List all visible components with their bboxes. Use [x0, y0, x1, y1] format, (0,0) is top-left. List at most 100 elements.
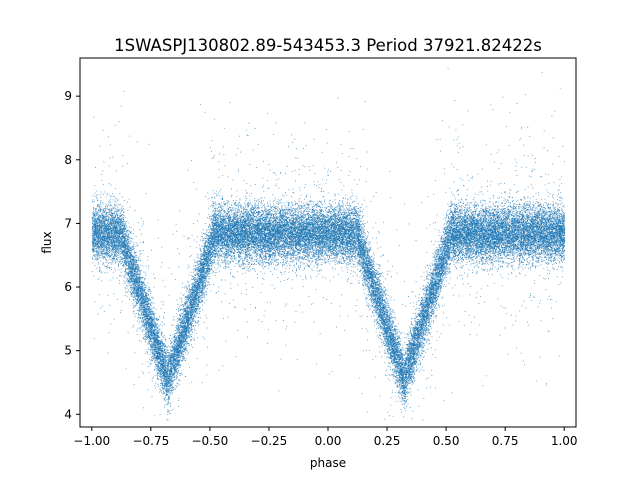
data-point [295, 180, 296, 181]
data-point [394, 317, 395, 318]
data-point [292, 189, 293, 190]
data-point [278, 254, 279, 255]
data-point [417, 314, 418, 315]
data-point [101, 272, 102, 273]
data-point [409, 388, 410, 389]
data-point [336, 255, 337, 256]
data-point [373, 262, 374, 263]
data-point [200, 248, 201, 249]
data-point [221, 202, 222, 203]
data-point [217, 245, 218, 246]
data-point [443, 313, 444, 314]
data-point [493, 203, 494, 204]
data-point [292, 208, 293, 209]
data-point [336, 327, 337, 328]
data-point [532, 251, 533, 252]
data-point [533, 187, 534, 188]
data-point [425, 303, 426, 304]
data-point [384, 336, 385, 337]
data-point [404, 337, 405, 338]
data-point [478, 303, 479, 304]
data-point [562, 198, 563, 199]
data-point [192, 321, 193, 322]
data-point [438, 305, 439, 306]
data-point [217, 256, 218, 257]
data-point [218, 264, 219, 265]
data-point [122, 206, 123, 207]
data-point [95, 211, 96, 212]
data-point [111, 252, 112, 253]
data-point [353, 251, 354, 252]
data-point [109, 211, 110, 212]
data-point [186, 306, 187, 307]
data-point [196, 283, 197, 284]
data-point [305, 277, 306, 278]
data-point [223, 203, 224, 204]
data-point [389, 354, 390, 355]
data-point [240, 213, 241, 214]
data-point [299, 261, 300, 262]
data-point [538, 266, 539, 267]
data-point [377, 318, 378, 319]
data-point [432, 279, 433, 280]
data-point [462, 180, 463, 181]
data-point [349, 259, 350, 260]
data-point [474, 215, 475, 216]
data-point [139, 258, 140, 259]
data-point [520, 225, 521, 226]
data-point [352, 193, 353, 194]
data-point [263, 259, 264, 260]
data-point [111, 196, 112, 197]
data-point [467, 202, 468, 203]
data-point [146, 329, 147, 330]
data-point [181, 298, 182, 299]
data-point [155, 375, 156, 376]
data-point [100, 257, 101, 258]
data-point [500, 205, 501, 206]
data-point [310, 215, 311, 216]
data-point [339, 244, 340, 245]
data-point [542, 211, 543, 212]
data-point [543, 253, 544, 254]
data-point [138, 257, 139, 258]
data-point [519, 273, 520, 274]
data-point [210, 220, 211, 221]
data-point [155, 387, 156, 388]
data-point [548, 228, 549, 229]
data-point [138, 313, 139, 314]
data-point [357, 244, 358, 245]
data-point [395, 336, 396, 337]
data-point [288, 219, 289, 220]
data-point [366, 288, 367, 289]
data-point [337, 217, 338, 218]
data-point [412, 328, 413, 329]
data-point [176, 377, 177, 378]
data-point [473, 260, 474, 261]
data-point [241, 258, 242, 259]
data-point [296, 255, 297, 256]
data-point [431, 318, 432, 319]
data-point [433, 223, 434, 224]
data-point [500, 261, 501, 262]
data-point [172, 376, 173, 377]
data-point [129, 207, 130, 208]
data-point [469, 294, 470, 295]
data-point [489, 207, 490, 208]
data-point [363, 239, 364, 240]
data-point [283, 256, 284, 257]
data-point [249, 240, 250, 241]
data-point [409, 332, 410, 333]
data-point [507, 267, 508, 268]
data-point [122, 301, 123, 302]
data-point [338, 262, 339, 263]
data-point [262, 216, 263, 217]
data-point [303, 148, 304, 149]
data-point [192, 323, 193, 324]
data-point [488, 209, 489, 210]
data-point [192, 295, 193, 296]
data-point [219, 154, 220, 155]
data-point [212, 221, 213, 222]
data-point [387, 290, 388, 291]
data-point [208, 214, 209, 215]
data-point [154, 415, 155, 416]
